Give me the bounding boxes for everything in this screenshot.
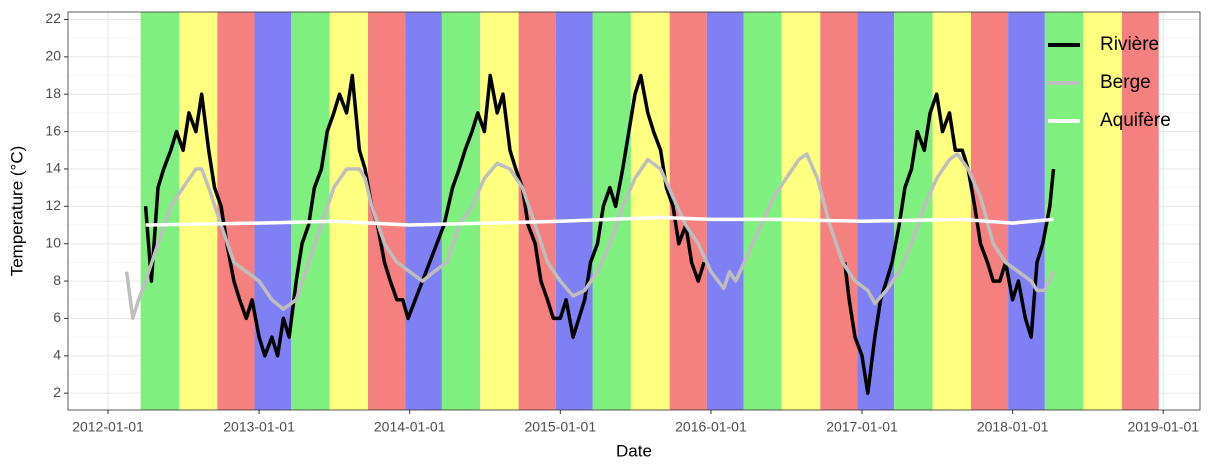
x-tick-label: 2016-01-01 <box>675 419 747 435</box>
y-tick-label: 6 <box>53 309 61 325</box>
y-tick-label: 20 <box>45 48 61 64</box>
season-band <box>405 12 442 410</box>
series-line <box>143 73 1056 395</box>
season-band <box>857 12 895 410</box>
season-band <box>932 12 971 410</box>
x-tick-label: 2012-01-01 <box>72 419 144 435</box>
y-tick-label: 10 <box>45 234 61 250</box>
y-tick-label: 16 <box>45 122 61 138</box>
panel-border <box>67 11 1201 411</box>
season-band <box>555 12 593 410</box>
legend-label: Rivière <box>1100 34 1159 55</box>
season-band <box>669 12 707 410</box>
legend-label: Aquifère <box>1100 110 1171 131</box>
season-band <box>254 12 292 410</box>
season-band <box>1083 12 1123 410</box>
y-tick-label: 22 <box>45 10 61 26</box>
season-band <box>1008 12 1045 410</box>
series-line <box>145 215 1054 227</box>
season-band <box>1122 12 1159 410</box>
x-axis-title: Date <box>616 441 652 460</box>
y-tick-label: 4 <box>53 347 61 363</box>
season-band <box>480 12 519 410</box>
x-tick-label: 2015-01-01 <box>525 419 597 435</box>
y-tick-label: 18 <box>45 85 61 101</box>
y-tick-label: 12 <box>45 197 61 213</box>
x-tick-label: 2014-01-01 <box>374 419 446 435</box>
y-tick-label: 8 <box>53 272 61 288</box>
x-tick-label: 2019-01-01 <box>1127 419 1199 435</box>
season-band <box>781 12 821 410</box>
season-band <box>743 12 782 410</box>
season-band <box>706 12 744 410</box>
season-band <box>179 12 218 410</box>
x-tick-label: 2013-01-01 <box>223 419 295 435</box>
legend-label: Berge <box>1100 72 1151 93</box>
series-line <box>124 152 1056 321</box>
x-tick-label: 2017-01-01 <box>826 419 898 435</box>
season-band <box>592 12 631 410</box>
y-axis-title: Temperature (°C) <box>7 146 26 277</box>
y-tick-label: 14 <box>45 160 61 176</box>
y-tick-label: 2 <box>53 384 61 400</box>
season-band <box>1044 12 1084 410</box>
season-band <box>329 12 369 410</box>
season-band <box>630 12 670 410</box>
x-tick-label: 2018-01-01 <box>977 419 1049 435</box>
